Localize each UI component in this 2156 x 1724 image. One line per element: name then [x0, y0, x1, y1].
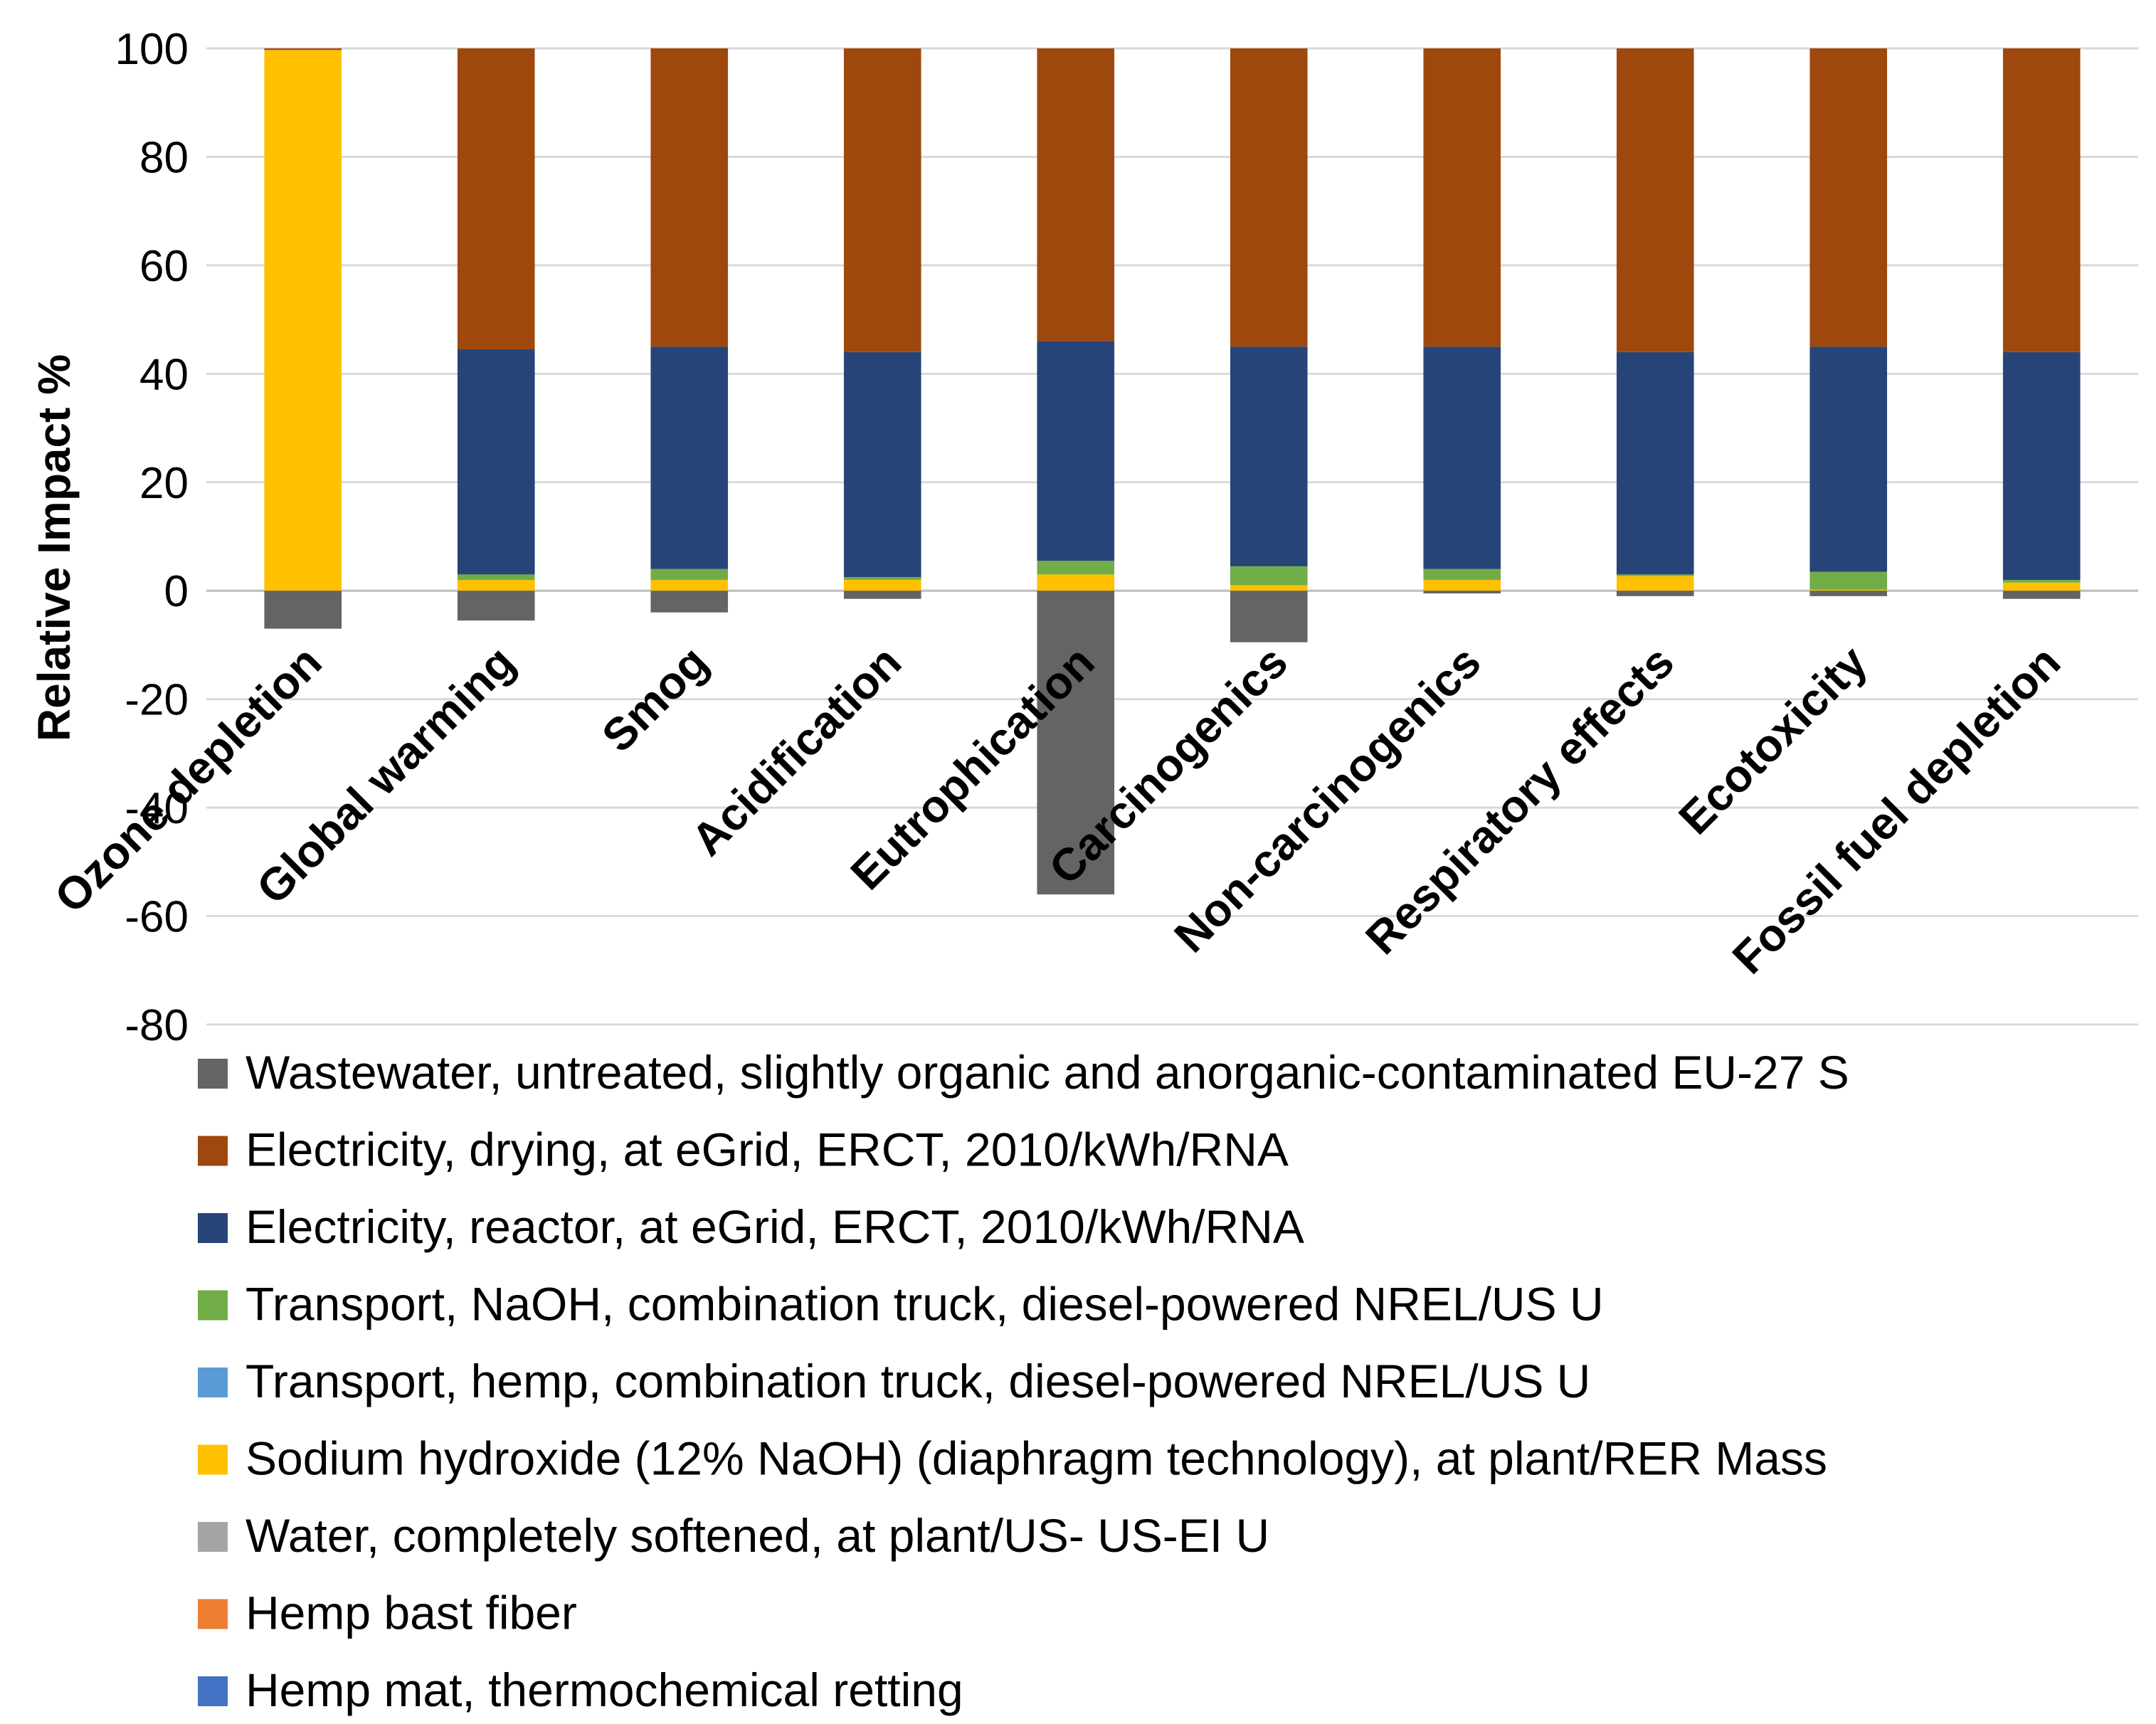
- bar-segment: [1037, 574, 1115, 591]
- legend-label: Transport, hemp, combination truck, dies…: [245, 1355, 1590, 1407]
- bar-segment: [1809, 48, 1888, 347]
- y-axis-title: Relative Impact %: [28, 354, 80, 741]
- x-category-label: Ecotoxicity: [1669, 636, 1877, 845]
- bar-segment: [457, 579, 535, 591]
- bar-segment: [1809, 571, 1888, 590]
- y-tick-label: -60: [125, 893, 189, 942]
- bar-segment: [2002, 351, 2081, 580]
- bar-segment: [1423, 579, 1501, 591]
- bar-segment-negative: [650, 591, 729, 613]
- y-tick-label: 80: [139, 133, 189, 182]
- bars: [264, 48, 2081, 895]
- bar-segment: [1037, 48, 1115, 342]
- bar-segment-negative: [1423, 591, 1501, 594]
- legend-swatch: [198, 1059, 228, 1089]
- bar-segment: [1230, 566, 1308, 586]
- legend-swatch: [198, 1290, 228, 1321]
- bar-segment: [1809, 589, 1888, 591]
- bar-segment: [650, 48, 729, 347]
- bar-segment-negative: [1037, 591, 1115, 895]
- bar-segment: [1616, 48, 1694, 352]
- bar-segment: [264, 50, 342, 591]
- legend-label: Wastewater, untreated, slightly organic …: [245, 1046, 1849, 1099]
- bar-segment: [1616, 574, 1694, 576]
- legend-label: Water, completely softened, at plant/US-…: [245, 1509, 1269, 1562]
- legend-label: Hemp mat, thermochemical retting: [245, 1664, 963, 1716]
- bar-segment: [843, 48, 921, 352]
- bar-segment: [1616, 351, 1694, 575]
- bar-segment-negative: [264, 591, 342, 629]
- legend: Wastewater, untreated, slightly organic …: [198, 1046, 1849, 1716]
- bar-segment: [843, 577, 921, 580]
- bar-segment: [1230, 48, 1308, 347]
- bar-segment: [457, 574, 535, 580]
- bar-segment: [1423, 347, 1501, 569]
- y-tick-label: 60: [139, 242, 189, 291]
- bar-segment: [1230, 585, 1308, 591]
- y-tick-label: 0: [164, 567, 189, 616]
- legend-swatch: [198, 1522, 228, 1552]
- legend-label: Transport, NaOH, combination truck, dies…: [245, 1278, 1604, 1331]
- bar-segment: [1809, 347, 1888, 572]
- legend-swatch: [198, 1213, 228, 1243]
- x-category-label: Fossil fuel depletion: [1723, 636, 2070, 983]
- bar-segment-negative: [843, 591, 921, 599]
- bar-segment: [1037, 561, 1115, 575]
- bar-segment: [843, 351, 921, 578]
- bar-segment: [457, 349, 535, 575]
- bar-segment: [650, 347, 729, 569]
- legend-swatch: [198, 1676, 228, 1706]
- bar-segment: [1616, 576, 1694, 591]
- y-tick-label: -20: [125, 676, 189, 725]
- legend-swatch: [198, 1599, 228, 1629]
- bar-segment: [2002, 48, 2081, 352]
- bar-segment: [650, 579, 729, 591]
- y-tick-label: 20: [139, 459, 189, 508]
- legend-swatch: [198, 1444, 228, 1475]
- y-tick-label: 40: [139, 350, 189, 399]
- bar-segment: [2002, 579, 2081, 583]
- y-tick-label: 100: [115, 25, 189, 74]
- bar-segment: [1037, 341, 1115, 561]
- y-tick-label: -80: [125, 1001, 189, 1050]
- legend-label: Electricity, reactor, at eGrid, ERCT, 20…: [245, 1200, 1304, 1253]
- bar-segment: [264, 48, 342, 51]
- bar-segment-negative: [1616, 591, 1694, 596]
- bar-segment: [1423, 48, 1501, 347]
- bar-segment-negative: [1809, 591, 1888, 596]
- bar-segment-negative: [2002, 591, 2081, 599]
- legend-swatch: [198, 1368, 228, 1397]
- bar-segment: [457, 48, 535, 350]
- bar-segment-negative: [457, 591, 535, 621]
- bar-segment: [650, 569, 729, 580]
- legend-label: Hemp bast fiber: [245, 1587, 577, 1639]
- bar-segment: [1230, 347, 1308, 566]
- y-axis-ticks: 100 80 60 40 20 0 -20 -40 -60 -80: [115, 25, 189, 1050]
- bar-segment: [1423, 569, 1501, 580]
- bar-segment-negative: [1230, 591, 1308, 642]
- legend-label: Electricity, drying, at eGrid, ERCT, 201…: [245, 1123, 1289, 1176]
- legend-label: Sodium hydroxide (12% NaOH) (diaphragm t…: [245, 1432, 1827, 1485]
- bar-segment: [843, 579, 921, 591]
- bar-segment: [2002, 582, 2081, 591]
- legend-swatch: [198, 1136, 228, 1166]
- y-tick-label: -40: [125, 784, 189, 833]
